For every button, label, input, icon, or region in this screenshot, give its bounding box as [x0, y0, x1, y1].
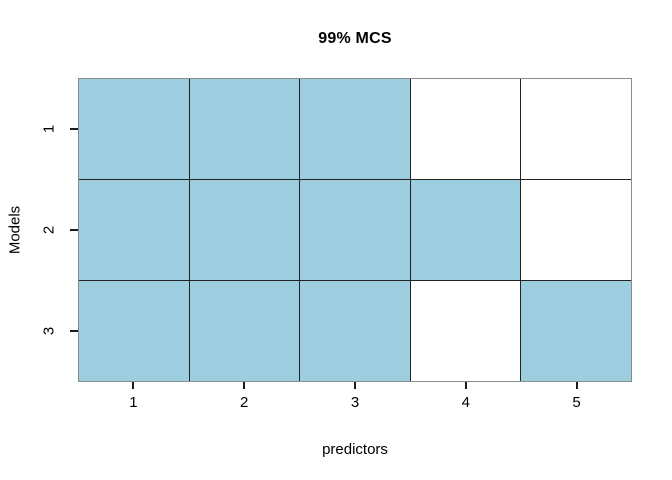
x-tick-mark — [354, 382, 356, 389]
x-tick-label: 3 — [350, 394, 360, 411]
y-axis-tick-labels: 1 2 3 — [40, 78, 58, 382]
heatmap-cell — [300, 281, 410, 381]
x-tick-label: 2 — [240, 394, 249, 411]
heatmap-cell — [410, 180, 521, 280]
x-axis-tick-labels: 1 2 3 4 5 — [78, 394, 632, 412]
y-tick-mark — [70, 229, 78, 231]
heatmap-cell — [189, 79, 300, 179]
heatmap-cell — [189, 180, 300, 280]
x-tick-label: 1 — [129, 394, 138, 411]
heatmap-cell — [189, 281, 300, 381]
y-axis-label: Models — [6, 205, 24, 255]
heatmap-cell — [410, 79, 521, 179]
heatmap-cell — [79, 180, 189, 280]
plot-area — [78, 78, 632, 382]
x-tick-mark — [575, 382, 578, 389]
y-tick-label: 3 — [40, 327, 58, 336]
y-axis-ticks — [70, 78, 78, 382]
heatmap-cell — [521, 180, 631, 280]
chart-title: 99% MCS — [318, 30, 392, 47]
x-tick-mark — [243, 382, 246, 389]
heatmap-cell — [521, 79, 631, 179]
y-tick-mark — [70, 330, 78, 333]
y-tick-label: 1 — [40, 124, 58, 133]
x-tick-mark — [464, 382, 467, 389]
heatmap-grid — [79, 79, 631, 381]
heatmap-cell — [521, 281, 631, 381]
heatmap-cell — [300, 79, 410, 179]
x-axis-ticks — [78, 382, 632, 390]
x-tick-label: 5 — [572, 394, 581, 411]
x-tick-label: 4 — [461, 394, 470, 411]
x-axis-label: predictors — [322, 441, 388, 458]
y-tick-label: 2 — [40, 225, 58, 235]
y-tick-mark — [70, 127, 78, 130]
heatmap-cell — [79, 281, 189, 381]
x-tick-mark — [132, 382, 135, 389]
heatmap-cell — [79, 79, 189, 179]
heatmap-cell — [410, 281, 521, 381]
heatmap-cell — [300, 180, 410, 280]
